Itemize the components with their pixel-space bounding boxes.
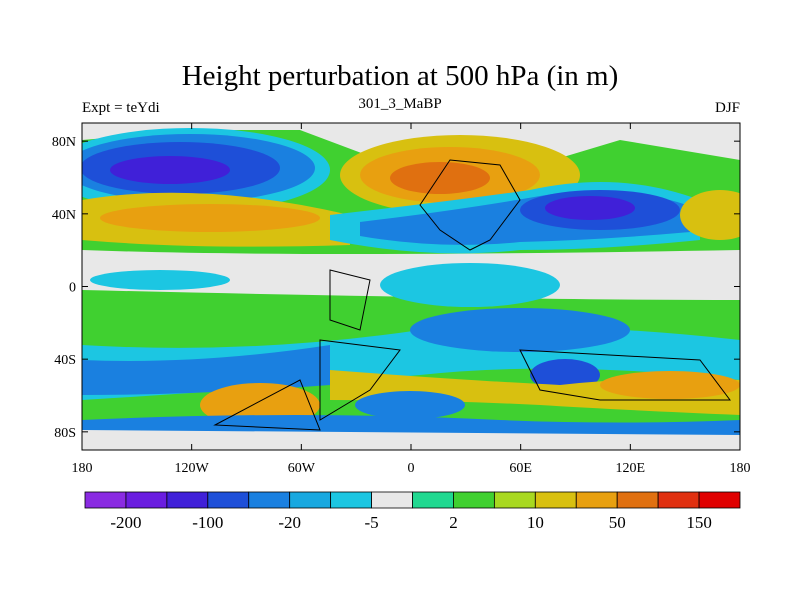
colorbar-label: 50 [609,513,626,532]
colorbar-swatch [248,491,291,509]
coastline [419,159,521,251]
colorbar-label: -100 [192,513,223,532]
colorbar-swatch [412,491,454,509]
coastline [329,269,371,331]
field-blob [545,196,635,220]
colorbar-label: -200 [110,513,141,532]
field-blob [680,190,740,240]
colorbar-label: 10 [527,513,544,532]
colorbar-swatch [493,491,536,509]
colorbar-swatch [289,491,332,509]
field-blob [410,308,630,352]
coastline [319,339,401,421]
x-tick-label: 120E [616,461,646,476]
x-tick-label: 180 [72,461,93,476]
x-tick-label: 0 [408,461,415,476]
y-tick-label: 80N [52,135,76,150]
colorbar: -200 -100 -20 -5 2 10 50 150 [84,491,741,532]
colorbar-swatch [534,491,577,509]
chart-title: Height perturbation at 500 hPa (in m) [181,60,619,92]
y-axis: 80N 40N 0 40S 80S [52,135,740,441]
field-blob [90,270,230,290]
y-tick-label: 80S [54,426,76,441]
colorbar-swatch [371,491,413,509]
colorbar-swatch [166,491,209,509]
coastline [519,349,731,401]
x-tick-label: 120W [175,461,210,476]
colorbar-swatch [330,491,372,509]
period-label: 301_3_MaBP [358,96,442,112]
colorbar-swatch [125,491,168,509]
season-label: DJF [714,100,740,116]
colorbar-swatch [657,491,700,509]
field-band-polar [82,430,740,450]
experiment-label: Expt = teYdi [82,100,160,116]
colorbar-swatch [207,491,250,509]
colorbar-label: -5 [364,513,378,532]
y-tick-label: 0 [69,281,76,296]
y-tick-label: 40N [52,208,76,223]
x-tick-label: 180 [730,461,751,476]
colorbar-label: 2 [449,513,458,532]
field-band [82,345,330,395]
colorbar-swatch [616,491,659,509]
field-blob [380,263,560,307]
field-blob [110,156,230,184]
colorbar-swatch [453,491,495,509]
coastline [213,379,321,431]
x-axis: 180 120W 60W 0 60E 120E 180 [72,123,751,476]
field-blob [355,391,465,419]
x-tick-label: 60W [288,461,316,476]
x-tick-label: 60E [509,461,532,476]
field-blob [390,162,490,194]
colorbar-swatch [84,491,127,509]
colorbar-label: 150 [686,513,712,532]
height-field [82,123,740,450]
y-tick-label: 40S [54,353,76,368]
colorbar-swatch [575,491,618,509]
colorbar-label: -20 [278,513,301,532]
field-blob [600,371,740,399]
field-blob [100,204,320,232]
colorbar-swatch [698,491,741,509]
